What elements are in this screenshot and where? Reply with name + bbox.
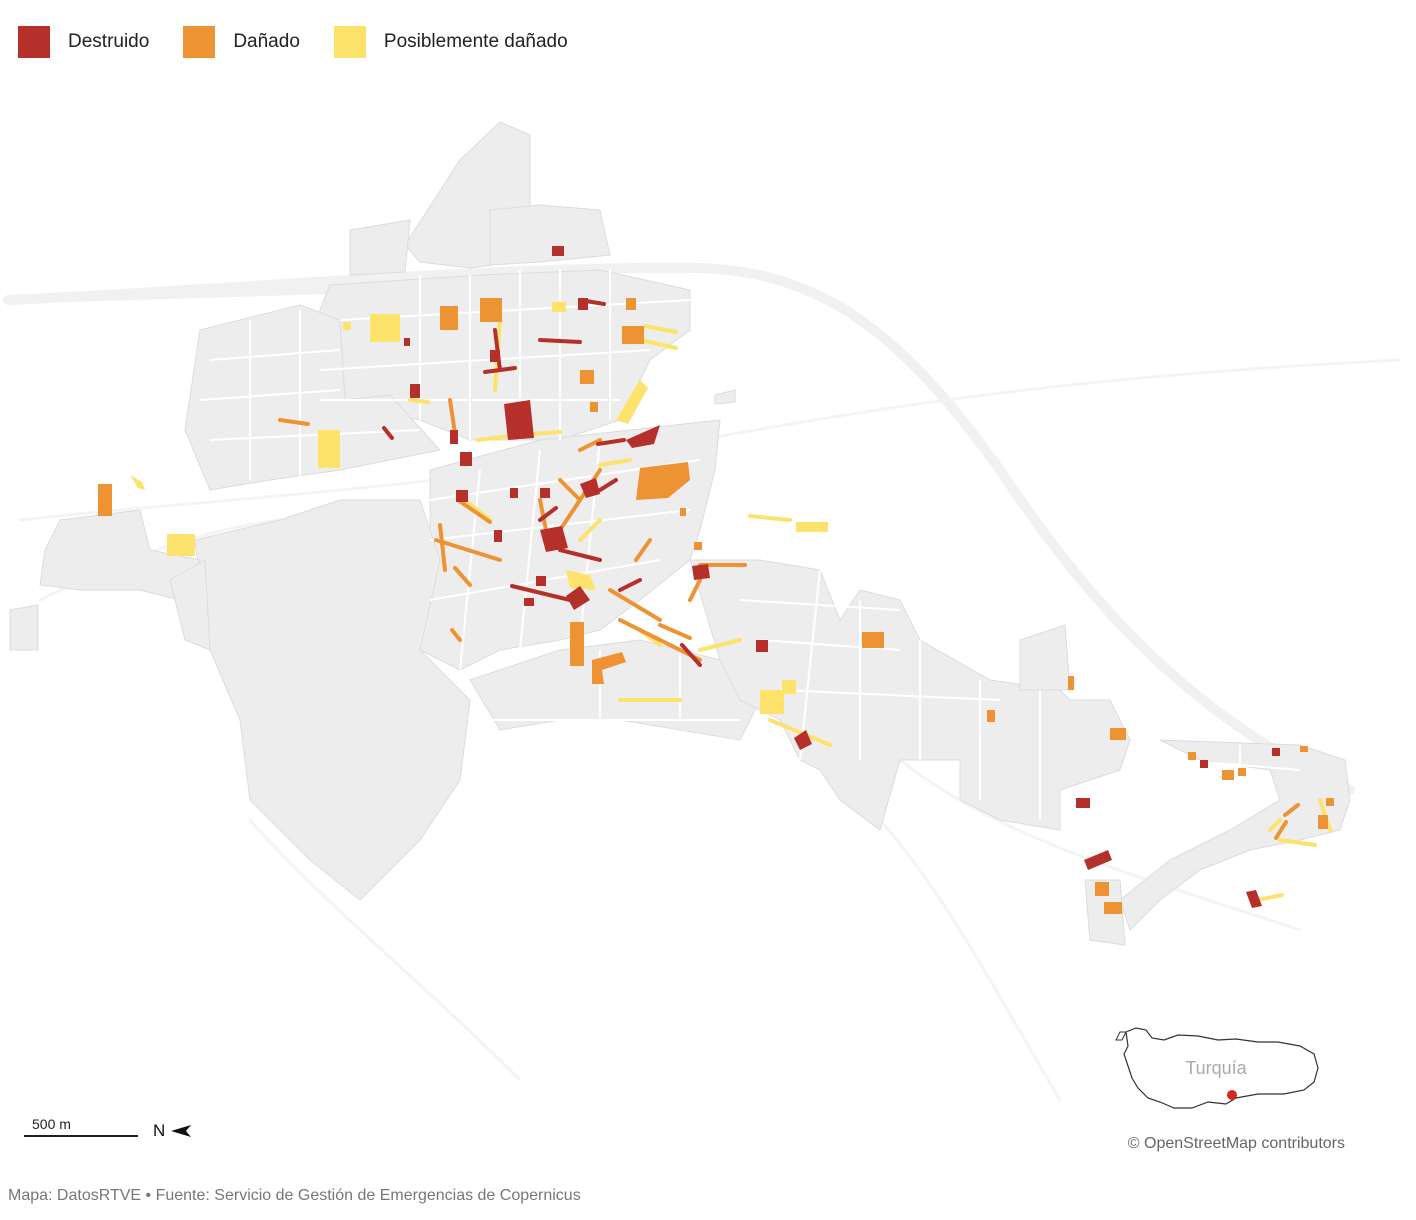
legend-label-damaged: Dañado	[233, 31, 300, 52]
north-label: N	[153, 1121, 166, 1140]
destroyed-areas	[382, 246, 1280, 908]
legend-label-destroyed: Destruido	[68, 31, 150, 52]
map-source: Mapa: DatosRTVE • Fuente: Servicio de Ge…	[8, 1187, 581, 1204]
damage-map	[3, 121, 1402, 1102]
map-attribution: © OpenStreetMap contributors	[1127, 1135, 1345, 1152]
location-marker	[1227, 1090, 1237, 1100]
scale-label: 500 m	[32, 1116, 71, 1132]
inset-label: Turquía	[1185, 1058, 1247, 1078]
legend-swatch-possibly-damaged	[333, 26, 366, 58]
legend-swatch-damaged	[183, 26, 216, 58]
north-indicator: N	[153, 1121, 193, 1141]
map-legend: Destruido Dañado Posiblemente dañado	[18, 26, 602, 58]
damaged-areas	[98, 298, 1334, 914]
locator-inset: Turquía	[1108, 1018, 1338, 1123]
legend-item-possibly-damaged: Posiblemente dañado	[333, 26, 568, 58]
legend-label-possibly-damaged: Posiblemente dañado	[383, 31, 568, 52]
legend-item-damaged: Dañado	[183, 26, 300, 58]
north-arrow-icon	[171, 1125, 192, 1137]
legend-item-destroyed: Destruido	[18, 26, 149, 58]
legend-swatch-destroyed	[18, 26, 50, 58]
turkey-outline-icon: Turquía	[1115, 1027, 1319, 1109]
possibly-damaged-areas	[130, 302, 1332, 902]
scale-bar	[24, 1135, 138, 1137]
